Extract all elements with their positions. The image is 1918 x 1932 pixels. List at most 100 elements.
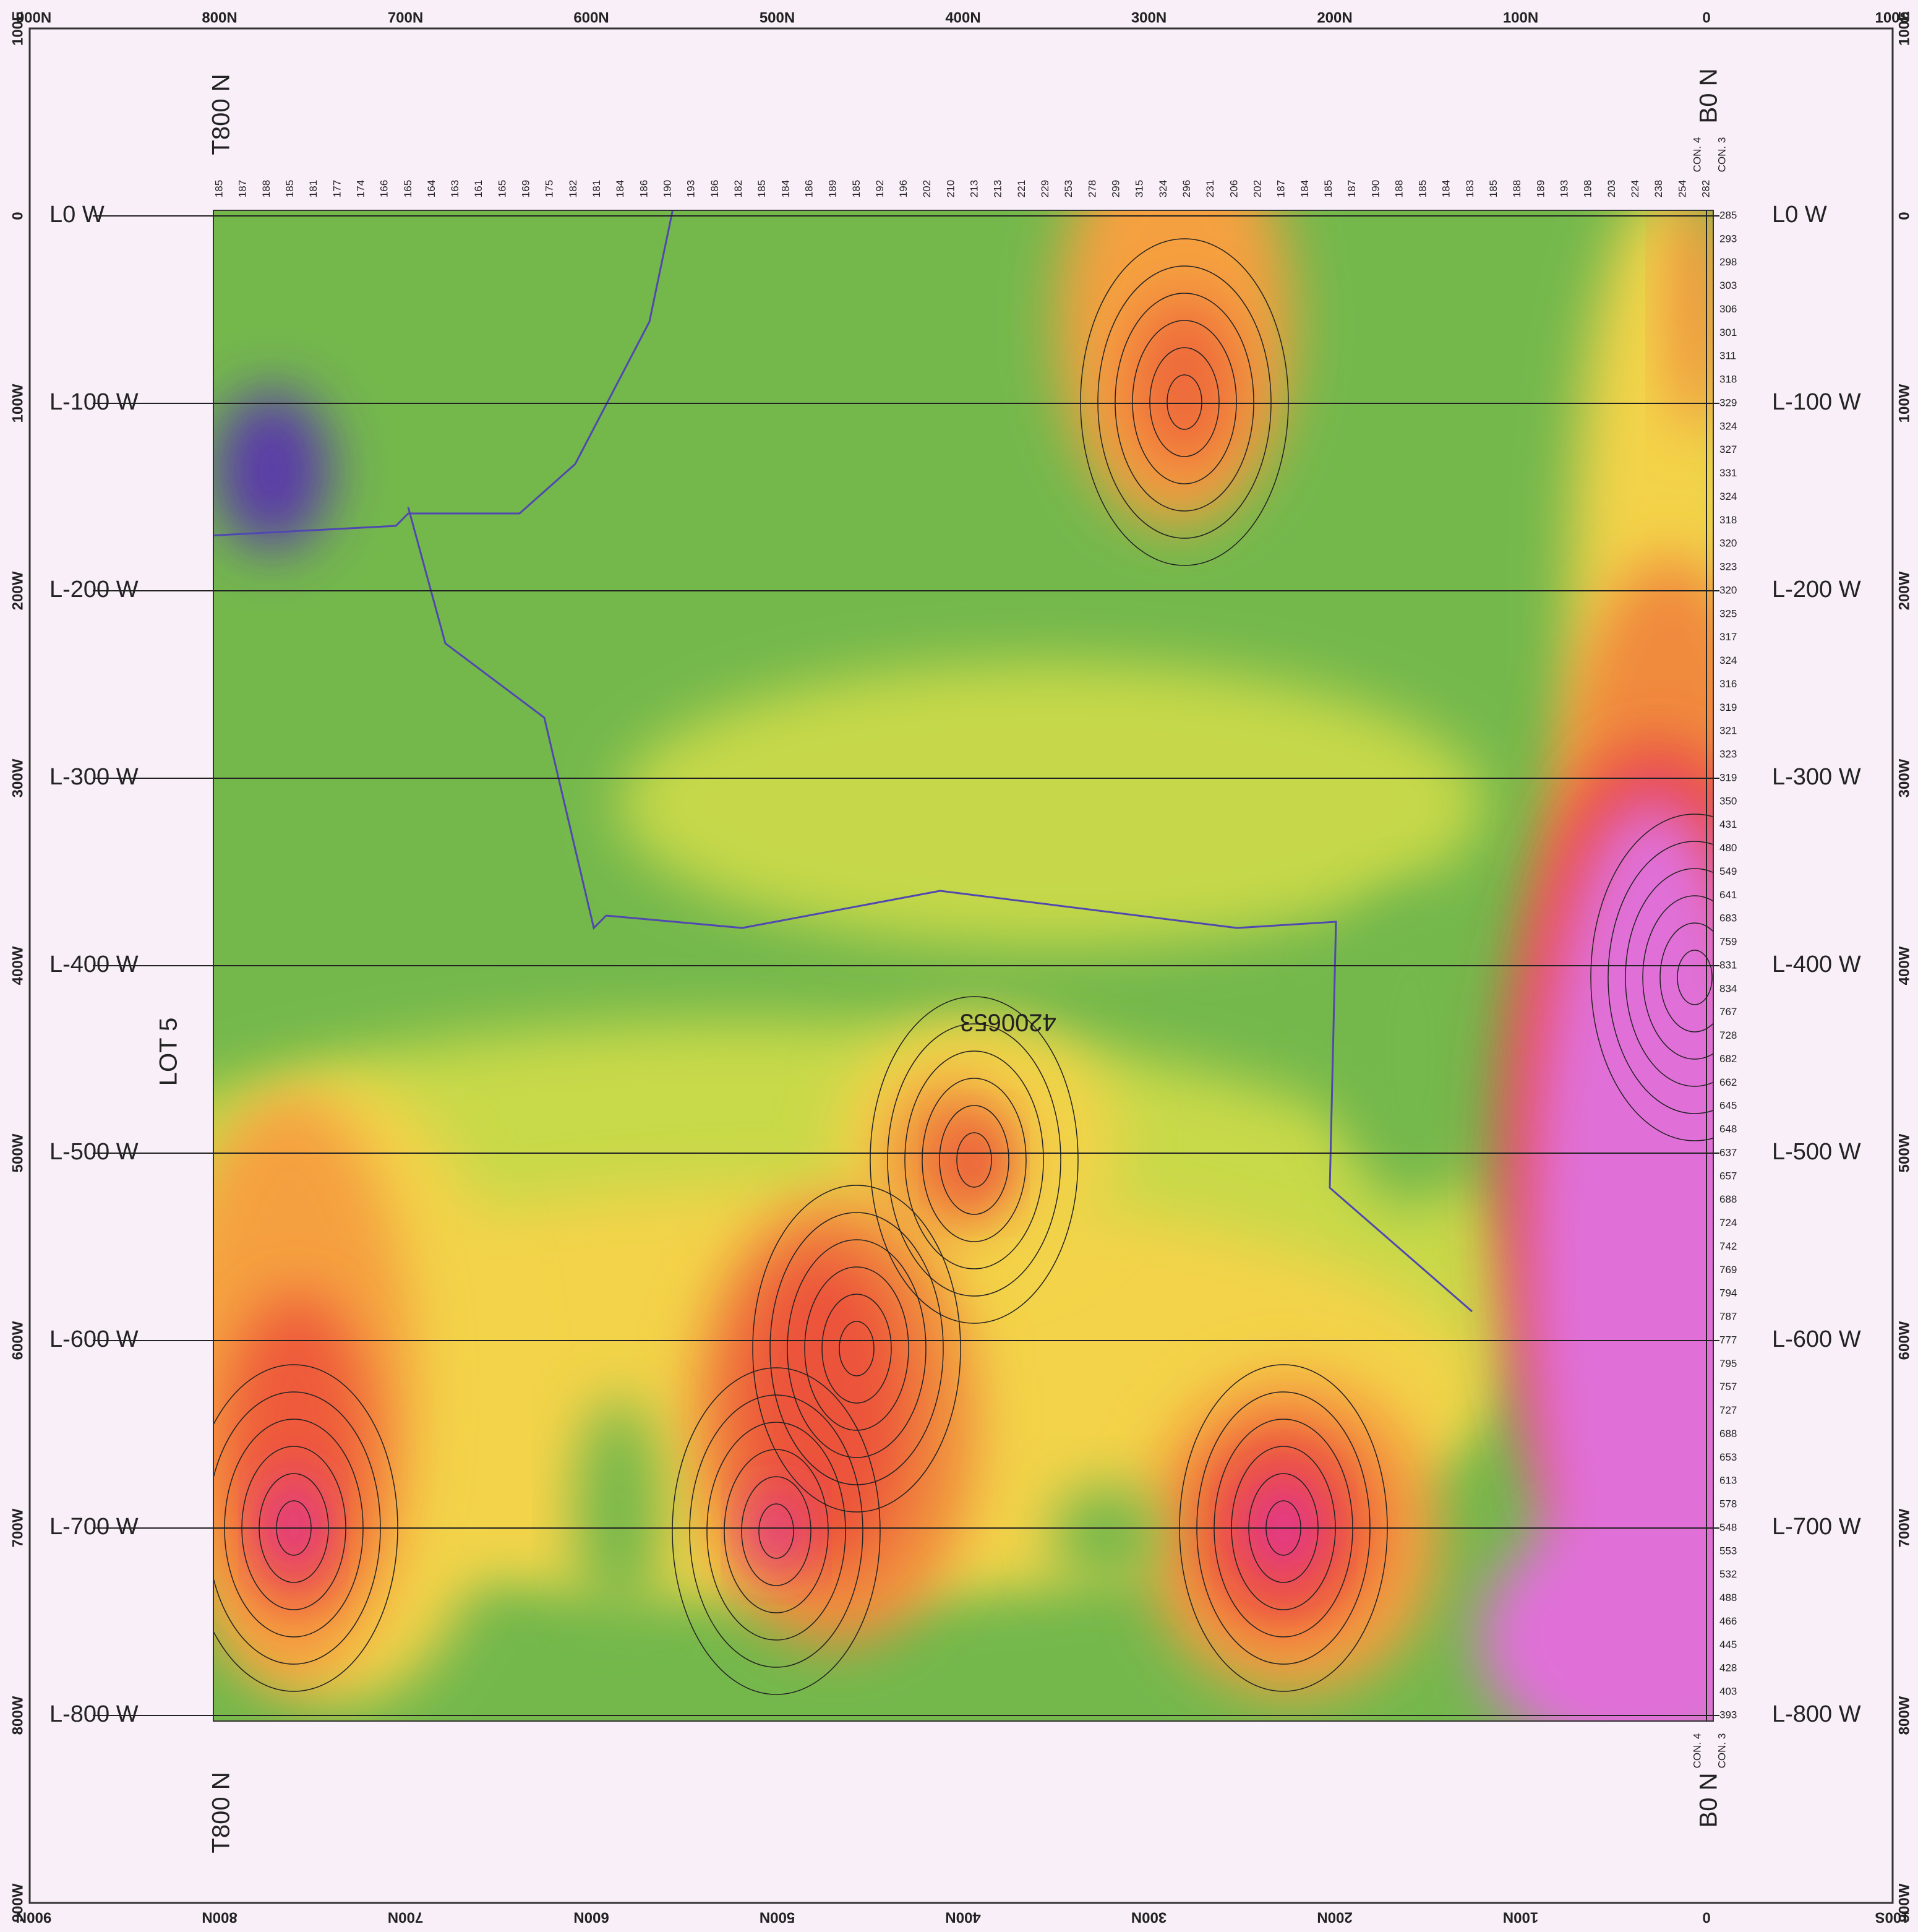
right-axis-label: 500W <box>1896 1133 1912 1172</box>
reading: 645 <box>1719 1100 1737 1112</box>
reading: 187 <box>1346 180 1358 197</box>
line-label: L-200 W <box>49 577 139 603</box>
reading: 657 <box>1719 1170 1737 1182</box>
line-label: L-800 W <box>49 1701 139 1727</box>
reading: 282 <box>1700 180 1711 197</box>
reading: 327 <box>1719 444 1737 455</box>
reading: 174 <box>354 180 366 197</box>
map-label: CON. 4 <box>1691 137 1703 173</box>
contour-zone <box>1129 297 1240 470</box>
map-label: T800 N <box>208 1772 235 1853</box>
line-label: L-600 W <box>49 1326 139 1352</box>
reading: 757 <box>1719 1381 1737 1393</box>
reading: 186 <box>803 180 815 197</box>
line-label: L-500 W <box>1772 1139 1861 1165</box>
top-axis-label: 500N <box>760 9 795 26</box>
map-label: LOT 5 <box>155 1018 182 1086</box>
contour-fill <box>0 118 1818 1763</box>
reading: 532 <box>1719 1568 1737 1580</box>
reading: 324 <box>1719 491 1737 502</box>
left-axis-label: 300W <box>9 758 26 797</box>
reading: 319 <box>1719 771 1737 783</box>
left-axis-label: 0 <box>9 212 26 220</box>
reading: 188 <box>1511 180 1523 197</box>
reading: 320 <box>1719 538 1737 549</box>
reading: 186 <box>638 180 649 197</box>
right-axis-label: 100E <box>1896 11 1912 46</box>
reading: 428 <box>1719 1662 1737 1674</box>
contour-zone <box>1051 1485 1163 1584</box>
reading: 834 <box>1719 982 1737 994</box>
reading: 323 <box>1719 749 1737 760</box>
line-label: L-100 W <box>49 389 139 415</box>
top-axis-label: 100N <box>1503 9 1538 26</box>
bottom-axis-label: 600N <box>573 1909 609 1926</box>
map-label: CON. 4 <box>1691 1733 1703 1769</box>
reading: 324 <box>1719 655 1737 666</box>
reading: 189 <box>1535 180 1546 197</box>
reading: 185 <box>1322 180 1334 197</box>
reading: 549 <box>1719 865 1737 877</box>
line-label: L-200 W <box>1772 577 1861 603</box>
left-axis-label: 600W <box>9 1321 26 1360</box>
reading: 185 <box>1417 180 1429 197</box>
map-label: B0 N <box>1695 1773 1723 1828</box>
contour-zone <box>946 1126 1002 1200</box>
reading: 253 <box>1063 180 1074 197</box>
reading: 641 <box>1719 889 1737 901</box>
bottom-axis-label: 100N <box>1503 1909 1538 1926</box>
left-axis-label: 100W <box>9 384 26 423</box>
reading: 221 <box>1016 180 1027 197</box>
line-label: L-400 W <box>49 951 139 977</box>
map-label: T800 N <box>208 74 235 155</box>
reading: 196 <box>897 180 909 197</box>
contour-zone <box>1336 897 1484 1206</box>
bottom-axis-label: 800N <box>202 1909 237 1926</box>
reading: 315 <box>1134 180 1145 197</box>
top-axis-label: 600N <box>573 9 609 26</box>
reading: 165 <box>402 180 414 197</box>
reading: 306 <box>1719 303 1737 315</box>
reading: 653 <box>1719 1451 1737 1463</box>
reading: 181 <box>307 180 319 197</box>
right-axis-label: 100W <box>1896 384 1912 423</box>
reading: 318 <box>1719 514 1737 526</box>
reading: 488 <box>1719 1592 1737 1604</box>
map-label: B0 N <box>1695 69 1723 124</box>
reading: 238 <box>1653 180 1664 197</box>
reading: 202 <box>1251 180 1263 197</box>
reading: 323 <box>1719 561 1737 573</box>
reading: 161 <box>473 180 484 197</box>
reading: 182 <box>732 180 744 197</box>
line-label: L-400 W <box>1772 951 1861 977</box>
reading: 175 <box>544 180 555 197</box>
bottom-axis-label: 700N <box>388 1909 423 1926</box>
reading: 321 <box>1719 725 1737 737</box>
left-axis-label: 800W <box>9 1696 26 1735</box>
reading: 298 <box>1719 256 1737 268</box>
reading: 303 <box>1719 280 1737 291</box>
reading: 181 <box>591 180 602 197</box>
reading: 185 <box>1488 180 1499 197</box>
reading: 727 <box>1719 1404 1737 1416</box>
reading: 177 <box>331 180 343 197</box>
right-axis-label: 800W <box>1896 1696 1912 1735</box>
top-axis-label: 800N <box>202 9 237 26</box>
reading: 769 <box>1719 1264 1737 1276</box>
reading: 320 <box>1719 584 1737 596</box>
left-axis-label: 400W <box>9 946 26 985</box>
contour-zone <box>575 1398 662 1621</box>
reading: 403 <box>1719 1686 1737 1698</box>
reading: 231 <box>1204 180 1216 197</box>
survey-map: L0 WL0 WL-100 WL-100 WL-200 WL-200 WL-30… <box>0 0 1918 1932</box>
top-axis-label: 300N <box>1131 9 1167 26</box>
top-axis-label: 0 <box>1702 9 1710 26</box>
line-label: L-700 W <box>1772 1514 1861 1540</box>
map-label: 4200653 <box>960 1008 1056 1036</box>
right-axis-label: 400W <box>1896 946 1912 985</box>
reading: 278 <box>1086 180 1098 197</box>
right-axis-label: 200W <box>1896 571 1912 610</box>
reading: 324 <box>1719 420 1737 432</box>
reading: 316 <box>1719 678 1737 690</box>
line-label: L-100 W <box>1772 389 1861 415</box>
